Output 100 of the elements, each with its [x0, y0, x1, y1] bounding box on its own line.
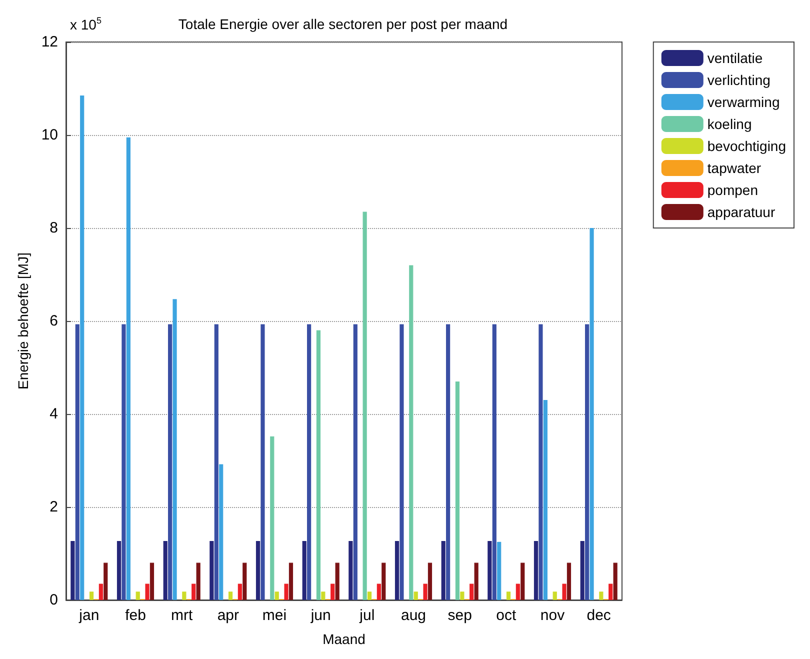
bar [376, 584, 381, 600]
bar [238, 584, 242, 600]
bar [534, 540, 538, 600]
x-tick-label: feb [125, 607, 146, 624]
bar [428, 562, 432, 600]
bar [538, 324, 543, 600]
legend-label: pompen [707, 182, 758, 198]
bar [446, 324, 450, 600]
bar [423, 584, 428, 600]
y-tick-label: 12 [41, 34, 58, 50]
bar [172, 299, 177, 600]
bar [214, 324, 218, 600]
bar [122, 324, 126, 600]
bar [80, 95, 84, 600]
x-tick-label: dec [586, 607, 612, 624]
chart-title: Totale Energie over alle sectoren per post per maand [178, 16, 508, 32]
bar [353, 324, 358, 600]
bar [256, 540, 260, 600]
bar [566, 562, 572, 600]
bar [75, 324, 80, 600]
bar [488, 540, 492, 600]
bar [382, 562, 386, 600]
legend-label: ventilatie [707, 50, 763, 66]
bar [460, 592, 464, 600]
bar [192, 584, 196, 600]
bar [400, 324, 404, 600]
bar [409, 265, 414, 600]
legend-label: tapwater [707, 160, 762, 176]
bar [150, 562, 154, 600]
bar [163, 540, 168, 600]
x-tick-label: apr [217, 607, 240, 624]
bar [613, 562, 618, 600]
bar [516, 584, 520, 600]
bar [210, 540, 214, 600]
x-tick-label: mei [262, 607, 287, 624]
bar [116, 540, 122, 600]
y-tick-label: 6 [50, 312, 58, 330]
legend-label: verwarming [707, 94, 780, 110]
bar [590, 228, 594, 600]
bar [270, 436, 274, 600]
bar [321, 592, 326, 600]
bar [394, 540, 400, 600]
bar [284, 584, 288, 600]
x-tick-label: jul [358, 607, 375, 624]
y-axis-title: Energie behoefte [MJ] [15, 252, 31, 390]
legend-label: verlichting [707, 72, 770, 88]
x-tick-label: jun [310, 607, 331, 624]
legend-label: bevochtiging [707, 138, 786, 154]
bar [585, 324, 590, 600]
bar [362, 212, 367, 600]
bar [474, 562, 478, 600]
bar [307, 324, 312, 600]
bar [470, 584, 474, 600]
legend-label: apparatuur [707, 204, 776, 220]
bar [89, 592, 94, 600]
bar [552, 592, 557, 600]
bar [441, 540, 446, 600]
bar [260, 324, 265, 600]
y-tick-label: 8 [50, 220, 58, 236]
legend-label: koeling [707, 116, 752, 132]
bar [608, 584, 613, 600]
bar [316, 330, 321, 600]
x-tick-label: aug [400, 607, 426, 624]
bar [367, 592, 372, 600]
bar [580, 540, 584, 600]
bar [497, 542, 502, 600]
bar [562, 584, 566, 600]
bar [348, 540, 353, 600]
bar [196, 562, 200, 600]
bar [228, 592, 233, 600]
bar [136, 592, 140, 600]
x-axis-title: Maand [322, 631, 366, 647]
bar [168, 324, 172, 600]
bar [543, 400, 548, 600]
bar [302, 540, 306, 600]
y-tick-label: 10 [41, 126, 58, 144]
x-tick-label: sep [448, 607, 472, 624]
bar [520, 562, 525, 600]
y-tick-label: 4 [50, 406, 58, 422]
bar [288, 562, 294, 600]
bar [219, 464, 224, 600]
bar [126, 137, 130, 600]
x-tick-label: oct [496, 607, 517, 624]
bar [492, 324, 496, 600]
bar [242, 562, 247, 600]
bar [98, 584, 103, 600]
bar [455, 381, 460, 600]
x-tick-label: jan [78, 607, 100, 624]
bar [145, 584, 150, 600]
bar [599, 592, 604, 600]
bar [70, 540, 75, 600]
x-tick-label: mrt [170, 607, 194, 624]
x-tick-label: nov [540, 607, 566, 624]
bar [330, 584, 335, 600]
bar [414, 592, 418, 600]
y-tick-label: 2 [50, 498, 58, 516]
bar [335, 562, 340, 600]
bar [182, 592, 186, 600]
bar [274, 592, 279, 600]
y-tick-label: 0 [50, 592, 58, 608]
